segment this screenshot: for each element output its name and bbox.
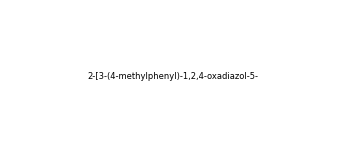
Text: 2-[3-(4-methylphenyl)-1,2,4-oxadiazol-5-: 2-[3-(4-methylphenyl)-1,2,4-oxadiazol-5- xyxy=(88,72,259,81)
